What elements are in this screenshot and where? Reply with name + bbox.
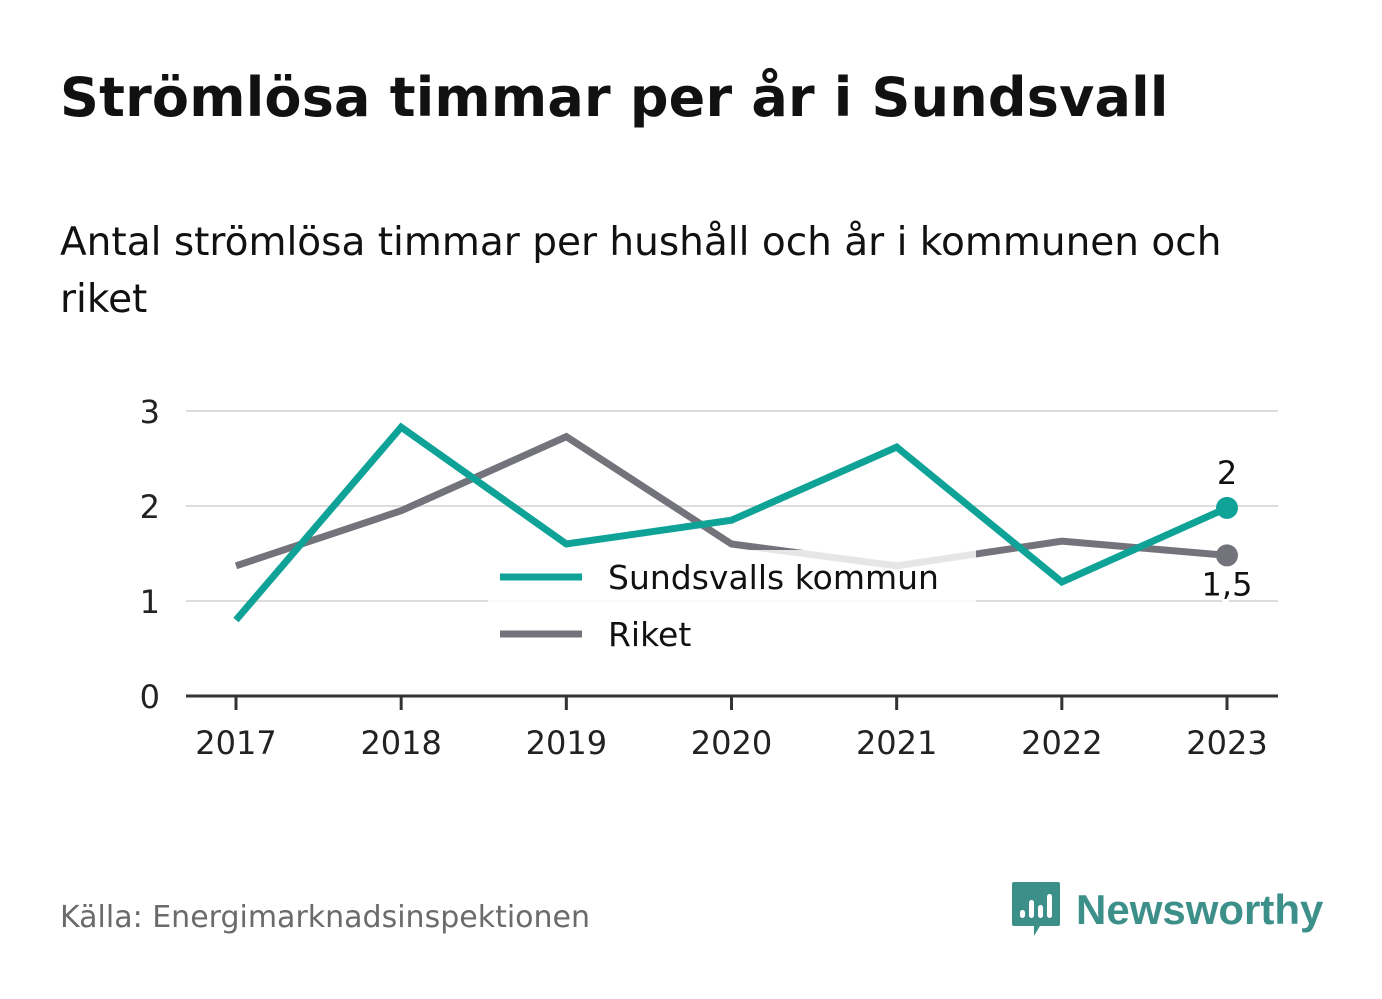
brand-name: Newsworthy	[1076, 886, 1324, 933]
x-tick-label: 2017	[195, 724, 276, 762]
x-tick-label: 2018	[360, 724, 441, 762]
legend-label: Riket	[608, 615, 691, 654]
series-end-point-riket	[1216, 544, 1238, 567]
series-line-sundsvall	[233, 422, 1229, 623]
legend-label: Sundsvalls kommun	[608, 558, 939, 597]
y-tick-label: 3	[140, 393, 160, 431]
brand-logo: Newsworthy	[1010, 880, 1323, 940]
line-chart: 0 1 2 3 2017 2018 2019 2020 2021 2022 2023 2 1,5 Sund…	[140, 393, 1278, 762]
x-tick-label: 2020	[691, 724, 772, 762]
newsworthy-logo-icon	[1012, 882, 1060, 936]
chart-subtitle: Antal strömlösa timmar per hushåll och å…	[60, 220, 1222, 322]
series-end-point-sundsvall	[1216, 496, 1238, 519]
series-line-riket	[234, 432, 1228, 570]
x-tick-label: 2021	[856, 724, 937, 762]
y-tick-label: 0	[140, 678, 160, 716]
y-tick-label: 2	[140, 488, 160, 526]
x-tick-label: 2023	[1186, 724, 1267, 762]
source-note: Källa: Energimarknadsinspektionen	[60, 900, 591, 935]
x-tick-label: 2019	[526, 724, 607, 762]
data-label-end: 2	[1217, 454, 1237, 492]
data-label-end: 1,5	[1202, 565, 1253, 603]
y-tick-label: 1	[140, 583, 160, 621]
x-tick-label: 2022	[1021, 724, 1102, 762]
chart-title: Strömlösa timmar per år i Sundsvall	[60, 66, 1169, 129]
